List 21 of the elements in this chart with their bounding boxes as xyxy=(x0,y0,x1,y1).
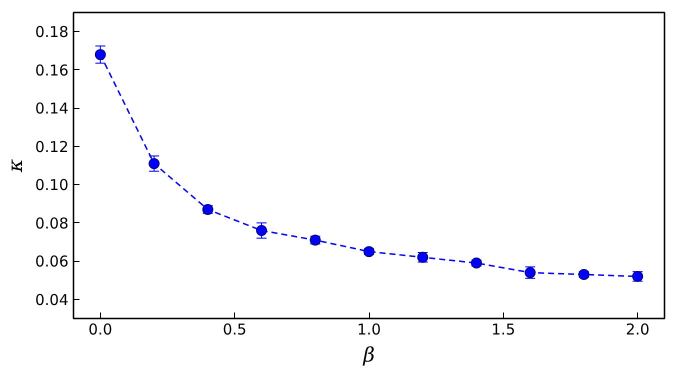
x-tick-label: 0.0 xyxy=(88,320,112,338)
x-tick-label: 1.5 xyxy=(491,320,516,338)
x-tick-label: 0.5 xyxy=(222,320,247,338)
y-tick-label: 0.16 xyxy=(35,61,69,80)
point xyxy=(578,269,590,280)
y-tick-label: 0.14 xyxy=(35,100,69,118)
point xyxy=(94,49,106,60)
x-tick-label: 2.0 xyxy=(626,320,650,338)
y-tick-label: 0.08 xyxy=(35,214,69,232)
x-axis-title: β xyxy=(362,342,375,366)
y-tick-label: 0.12 xyxy=(35,138,69,156)
y-tick-label: 0.04 xyxy=(35,290,69,309)
y-axis-title: κ xyxy=(3,158,28,174)
point xyxy=(364,246,374,258)
x-tick-label: 1.0 xyxy=(357,320,381,338)
point xyxy=(256,225,268,236)
point xyxy=(470,258,482,269)
y-tick-label: 0.18 xyxy=(35,23,69,42)
point xyxy=(148,158,160,170)
y-tick-label: 0.06 xyxy=(35,252,69,271)
y-tick-label: 0.10 xyxy=(35,176,69,194)
